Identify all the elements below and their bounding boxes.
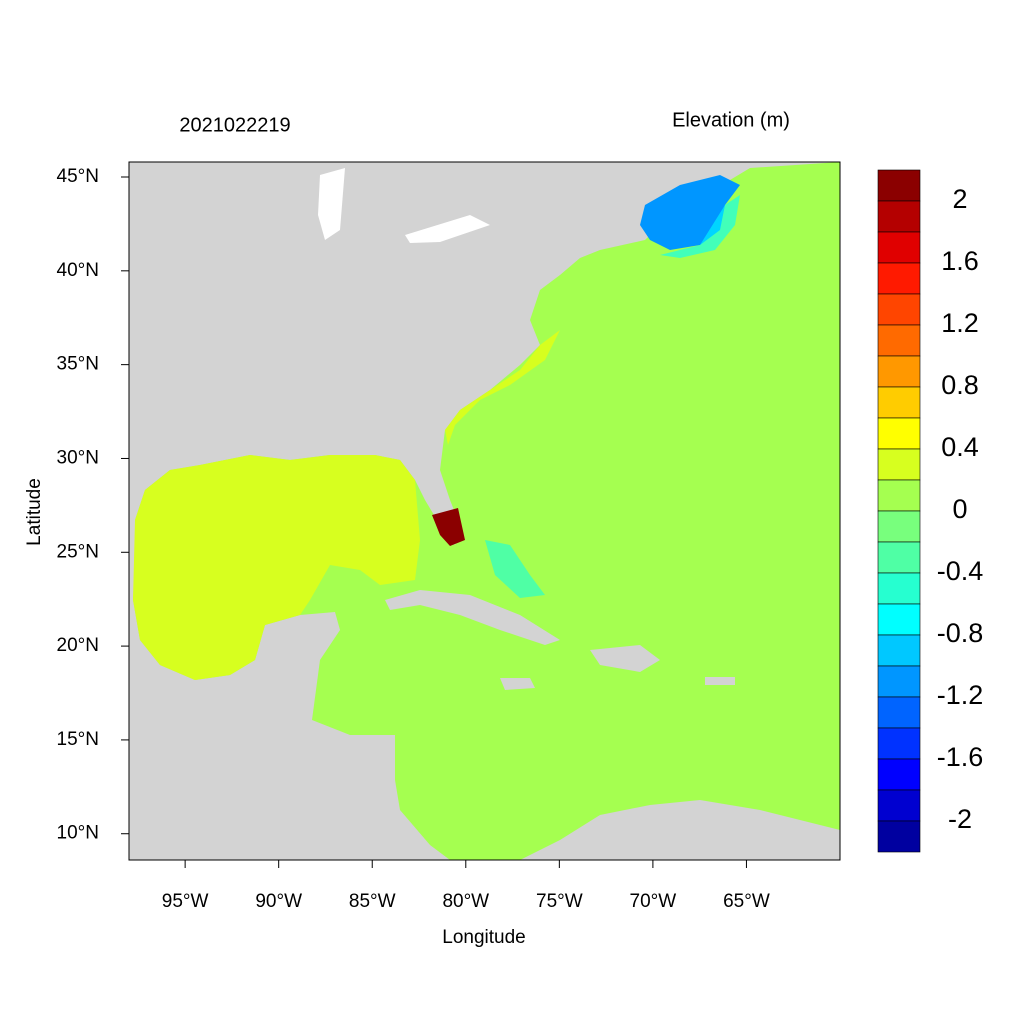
x-tick-label: 85°W [349,891,396,912]
map-subtitle: Elevation (m) [672,109,790,131]
colorbar-bin [877,758,921,791]
colorbar-bin [877,448,921,481]
cuba [385,590,560,645]
colorbar-label: 0.4 [941,432,979,462]
y-tick-label: 45°N [57,166,99,187]
x-tick-label: 80°W [442,891,489,912]
x-tick-label: 65°W [723,891,770,912]
x-tick-label: 70°W [630,891,677,912]
florida-surge [432,508,465,546]
colorbar-bin [877,262,921,295]
hispaniola [590,645,660,672]
y-axis-label: Latitude [24,478,45,546]
x-tick-label: 75°W [536,891,583,912]
colorbar-bin [877,386,921,419]
jamaica [500,678,535,690]
colorbar-bin [877,820,921,853]
colorbar-label: -0.4 [937,556,984,586]
colorbar-label: -2 [948,804,972,834]
colorbar-bin [877,727,921,760]
colorbar-bin [877,200,921,233]
colorbar-bin [877,293,921,326]
y-tick-label: 25°N [57,541,99,562]
great-lakes-east [405,215,490,243]
colorbar-bin [877,169,921,202]
colorbar-bin [877,665,921,698]
map [128,161,841,861]
x-tick-label: 90°W [255,891,302,912]
colorbar-bin [877,324,921,357]
colorbar-label: -1.6 [937,742,984,772]
colorbar-bin [877,634,921,667]
x-tick-label: 95°W [162,891,209,912]
colorbar-label: 2 [952,184,967,214]
map-title: 2021022219 [179,114,290,136]
colorbar-bin [877,231,921,264]
y-tick-label: 20°N [57,635,99,656]
colorbar-bin [877,541,921,574]
map-frame [128,161,841,861]
colorbar-label: 1.2 [941,308,979,338]
puerto-rico [705,677,735,685]
y-tick-label: 15°N [57,729,99,750]
colorbar-bin [877,789,921,822]
colorbar-label: 1.6 [941,246,979,276]
colorbar-bin [877,696,921,729]
colorbar-label: -1.2 [937,680,984,710]
colorbar-bin [877,479,921,512]
great-lakes [318,168,345,240]
bahamas [485,540,545,598]
atlantic-shelf [445,330,560,445]
colorbar-bin [877,572,921,605]
y-tick-label: 35°N [57,354,99,375]
colorbar-label: -0.8 [937,618,984,648]
colorbar-bin [877,417,921,450]
y-tick-label: 10°N [57,823,99,844]
y-tick-label: 30°N [57,447,99,468]
x-axis-label: Longitude [442,927,525,948]
gulf-of-mexico [133,455,420,680]
colorbar-bin [877,603,921,636]
colorbar-label: 0.8 [941,370,979,400]
colorbar-label: 0 [952,494,967,524]
y-tick-label: 40°N [57,260,99,281]
ocean [133,162,840,860]
gulf-of-maine-edge [660,195,740,258]
colorbar-bin [877,510,921,543]
colorbar-bin [877,355,921,388]
